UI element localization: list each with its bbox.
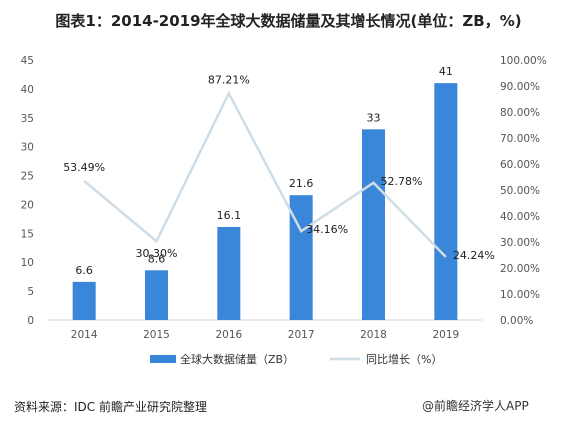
y-left-tick-label: 45	[21, 55, 34, 67]
y-left-tick-label: 20	[21, 199, 34, 211]
y-right-tick-label: 100.00%	[500, 55, 547, 67]
chart-title: 图表1：2014-2019年全球大数据储量及其增长情况(单位：ZB，%)	[55, 12, 522, 30]
y-right-tick-label: 30.00%	[500, 237, 540, 249]
x-tick-label: 2019	[432, 329, 459, 341]
bar	[72, 281, 96, 320]
growth-line	[83, 90, 447, 258]
bar	[434, 83, 458, 320]
y-right-tick-label: 60.00%	[500, 159, 540, 171]
x-tick-label: 2017	[288, 329, 315, 341]
y-left-tick-label: 0	[27, 315, 34, 327]
legend-swatch-bar	[150, 355, 176, 363]
chart-axes: 0 5 10 15 20 25 30 35 40 45 0.00% 10.00% 20.00% 30.00…	[21, 55, 547, 341]
legend-label-bar: 全球大数据储量（ZB）	[180, 352, 294, 366]
watermark-text: @前瞻经济学人APP	[422, 399, 529, 413]
y-left-tick-label: 30	[21, 142, 34, 154]
bar	[362, 129, 385, 320]
line-value-label: 30.30%	[136, 247, 178, 260]
bar-value-label: 33	[367, 111, 381, 124]
bar-value-label: 16.1	[217, 209, 242, 222]
line-value-label: 53.49%	[63, 161, 105, 174]
x-tick-label: 2014	[71, 329, 98, 341]
y-left-tick-label: 40	[21, 84, 34, 96]
y-right-tick-label: 10.00%	[500, 289, 540, 301]
bar-series	[72, 83, 458, 320]
bar-value-label: 8.6	[148, 252, 166, 265]
y-left-tick-label: 10	[21, 257, 34, 269]
source-note: 资料来源：IDC 前瞻产业研究院整理	[14, 400, 207, 414]
y-left-tick-label: 35	[21, 113, 34, 125]
y-right-tick-label: 40.00%	[500, 211, 540, 223]
bar-value-label: 21.6	[289, 177, 314, 190]
line-value-label: 87.21%	[208, 73, 250, 86]
y-right-tick-label: 90.00%	[500, 81, 540, 93]
y-left-tick-label: 15	[21, 228, 34, 240]
line-value-label: 24.24%	[453, 249, 495, 262]
y-left-tick-label: 5	[27, 286, 34, 298]
data-labels: 6.6 8.6 16.1 21.6 33 41 53.49% 30.30% 87.21% 34.1…	[63, 65, 495, 277]
x-tick-label: 2015	[143, 329, 170, 341]
bar-value-label: 6.6	[75, 264, 93, 277]
line-value-label: 52.78%	[381, 175, 423, 188]
bar	[217, 226, 241, 320]
y-right-tick-label: 0.00%	[500, 315, 533, 327]
y-right-tick-label: 20.00%	[500, 263, 540, 275]
y-right-tick-label: 80.00%	[500, 107, 540, 119]
line-series	[83, 90, 447, 258]
x-tick-label: 2018	[360, 329, 387, 341]
legend: 全球大数据储量（ZB） 同比增长（%）	[150, 352, 442, 366]
bar	[145, 270, 168, 320]
line-value-label: 34.16%	[306, 223, 348, 236]
y-left-tick-label: 25	[21, 171, 34, 183]
y-right-tick-label: 50.00%	[500, 185, 540, 197]
bar-value-label: 41	[439, 65, 453, 78]
y-right-tick-label: 70.00%	[500, 133, 540, 145]
x-tick-label: 2016	[215, 329, 242, 341]
legend-label-line: 同比增长（%）	[366, 352, 442, 366]
